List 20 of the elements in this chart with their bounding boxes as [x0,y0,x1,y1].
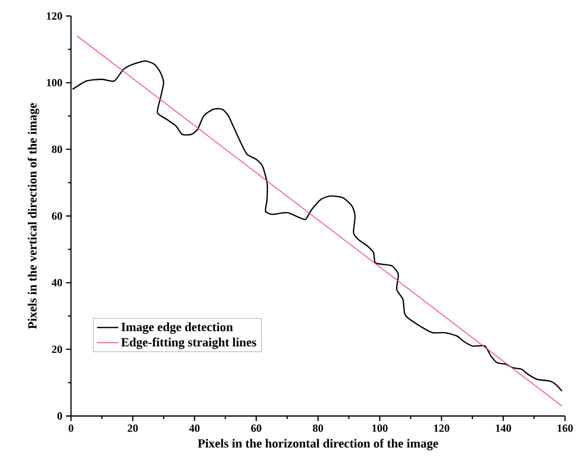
y-tick-label: 100 [46,78,62,86]
y-axis-title: Pixels in the vertical direction of the image [28,103,40,329]
y-tick-label: 40 [52,278,62,286]
x-tick-label: 60 [251,424,262,432]
y-tick-label: 20 [52,346,62,354]
y-tick-label: 80 [52,146,62,154]
y-tick-label: 120 [46,12,62,20]
x-tick-label: 100 [372,424,388,432]
x-tick-label: 80 [312,424,324,432]
legend-label: Edge-fitting straight lines [121,338,256,350]
x-axis-title: Pixels in the horizontal direction of the image [198,438,438,450]
x-tick-label: 120 [434,424,450,432]
x-tick-label: 140 [496,424,512,432]
y-tick-label: 0 [57,412,62,420]
x-tick-label: 20 [128,424,138,432]
x-tick-label: 160 [558,424,573,432]
legend-label: Image edge detection [121,322,233,334]
y-tick-label: 60 [52,212,62,220]
x-tick-label: 40 [189,424,200,432]
x-tick-label: 0 [68,424,74,432]
